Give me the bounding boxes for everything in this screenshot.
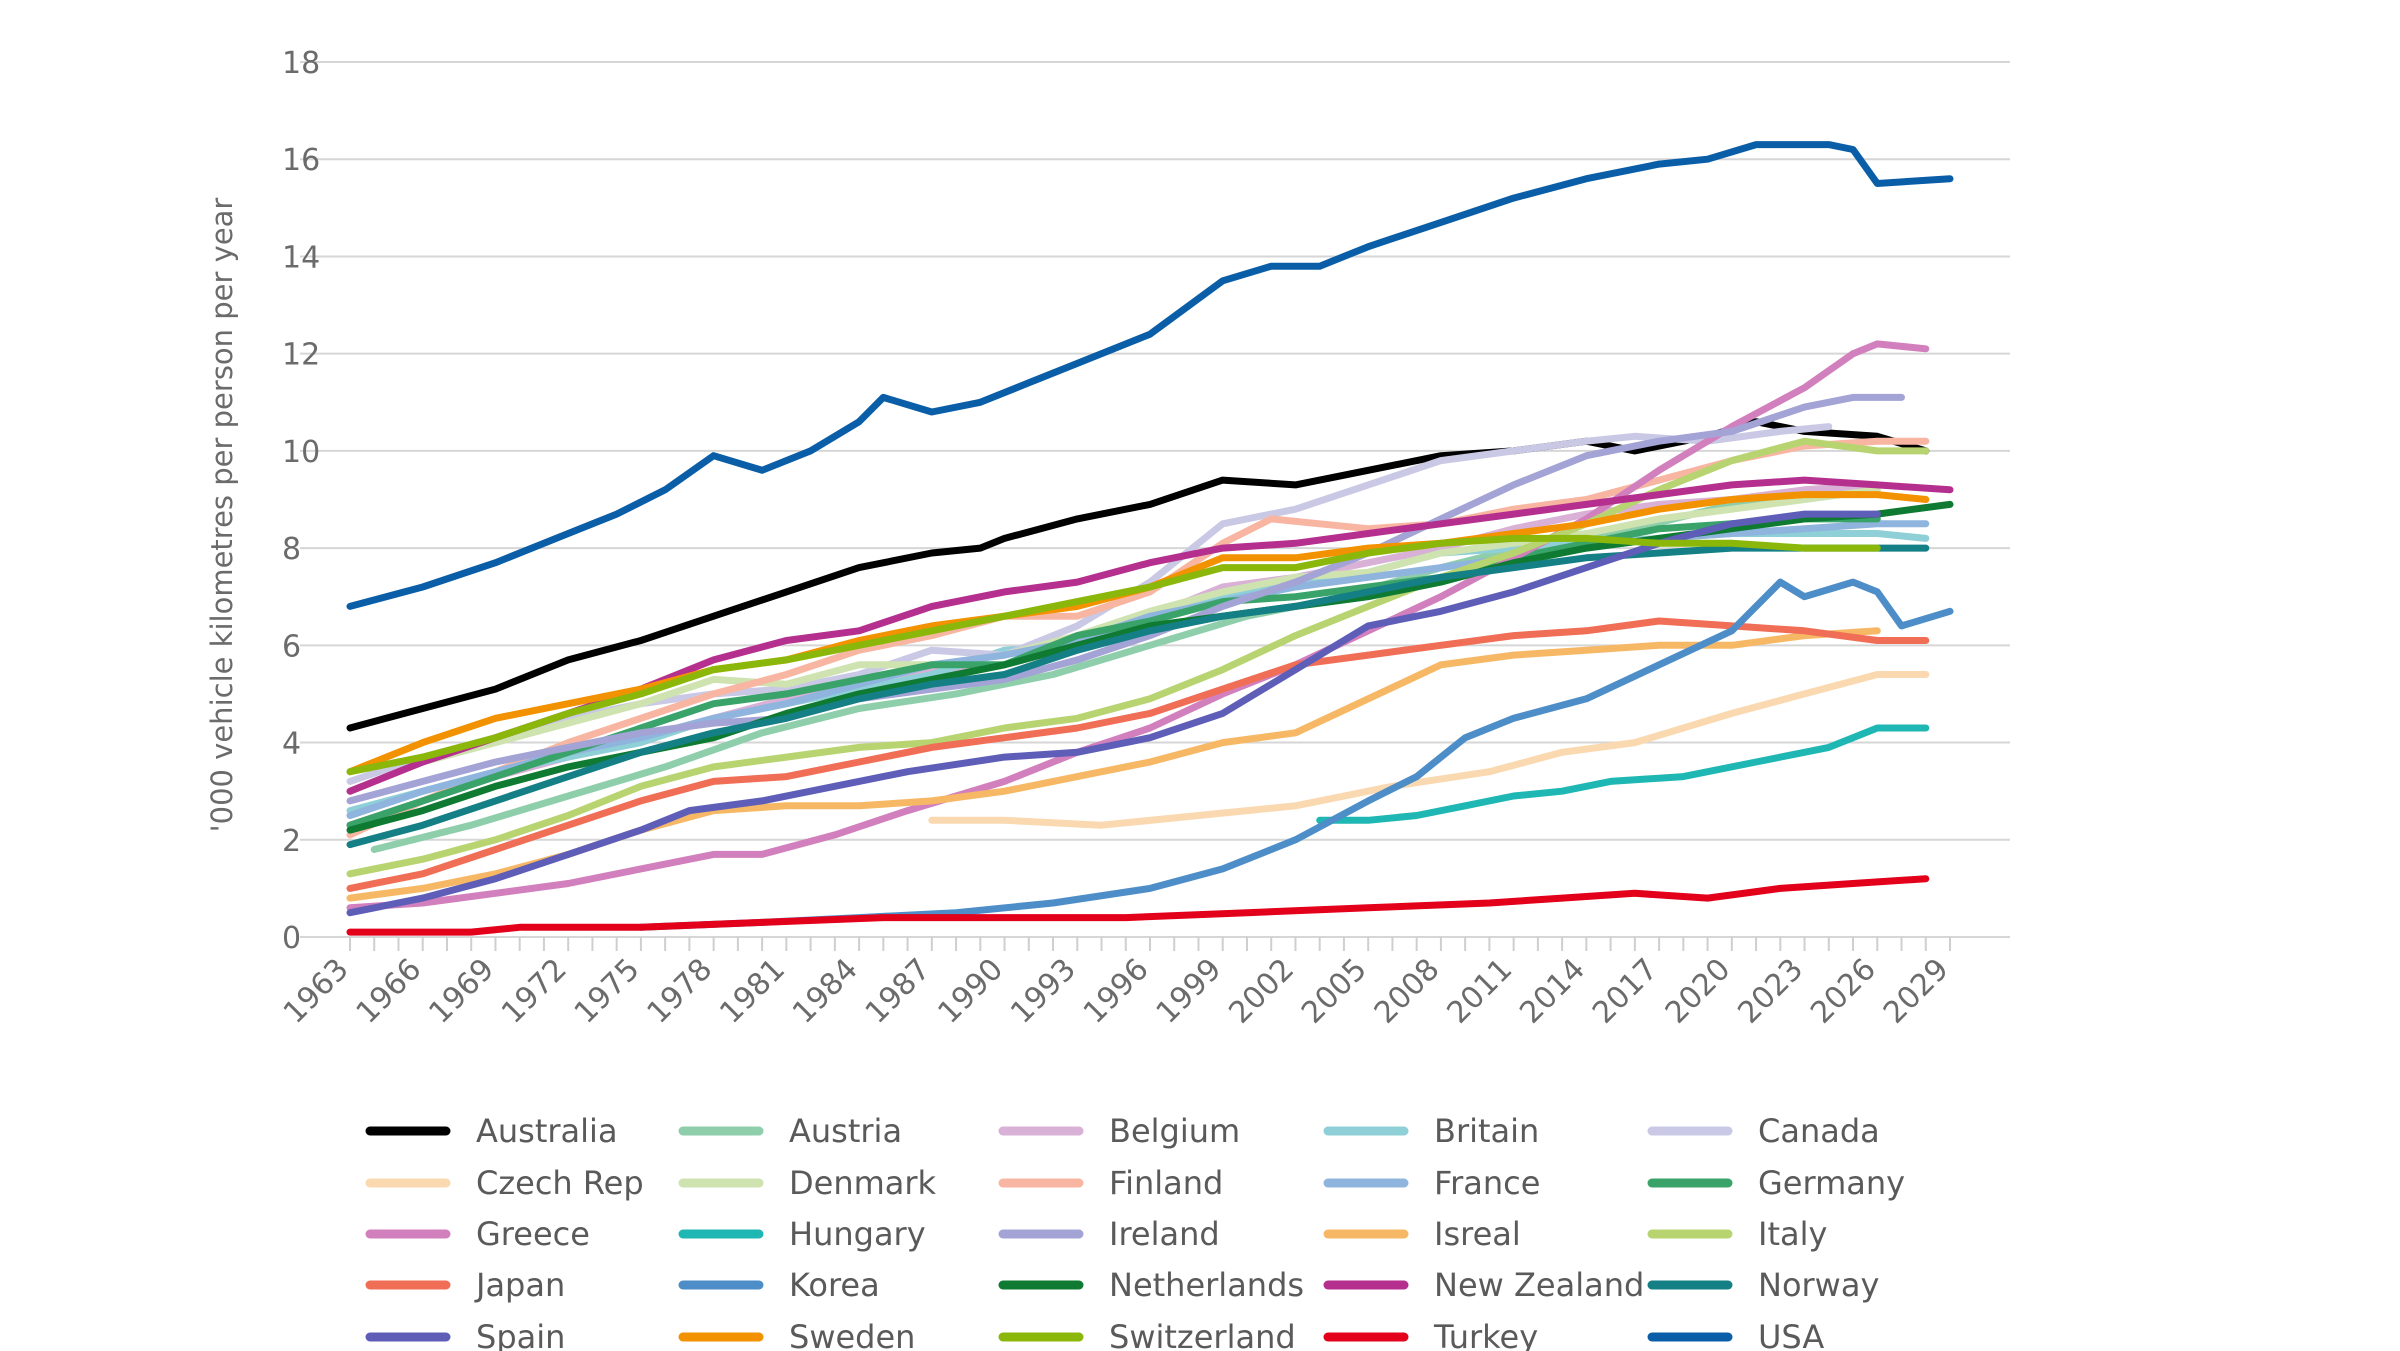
series-line-turkey — [346, 875, 1930, 936]
x-tick-label: 1990 — [931, 952, 1010, 1031]
legend-label: Hungary — [789, 1215, 926, 1253]
x-tick-label: 1972 — [495, 952, 574, 1031]
x-tick-label: 1984 — [786, 952, 865, 1031]
legend-label: Ireland — [1109, 1215, 1220, 1253]
legend-label: Greece — [476, 1215, 590, 1253]
x-tick-label: 1993 — [1004, 952, 1083, 1031]
x-tick-label: 2017 — [1586, 952, 1665, 1031]
legend-label: New Zealand — [1434, 1266, 1644, 1304]
x-tick-label: 2014 — [1513, 952, 1592, 1031]
x-tick-label: 2011 — [1441, 952, 1520, 1031]
x-tick-label: 1975 — [568, 952, 647, 1031]
legend-label: Germany — [1758, 1164, 1905, 1202]
x-tick-label: 1963 — [277, 952, 356, 1031]
x-tick-label: 1996 — [1077, 952, 1156, 1031]
legend-label: Korea — [789, 1266, 880, 1304]
x-tick-label: 2020 — [1659, 952, 1738, 1031]
y-tick-label: 4 — [282, 727, 301, 762]
series-line-netherlands — [346, 500, 1954, 834]
series-line-finland — [346, 437, 1930, 839]
y-tick-label: 14 — [282, 240, 320, 275]
legend-label: Czech Rep — [476, 1164, 644, 1202]
x-tick-label: 1978 — [641, 952, 720, 1031]
legend-label: Britain — [1434, 1112, 1539, 1150]
legend-label: Netherlands — [1109, 1266, 1304, 1304]
series-line-ireland — [346, 393, 1905, 805]
legend-label: Switzerland — [1109, 1318, 1296, 1351]
x-tick-label: 1981 — [713, 952, 792, 1031]
x-tick-label: 2008 — [1368, 952, 1447, 1031]
x-tick-label: 1987 — [859, 952, 938, 1031]
legend-label: Belgium — [1109, 1112, 1240, 1150]
y-tick-label: 18 — [282, 46, 320, 81]
x-tick-label: 1999 — [1150, 952, 1229, 1031]
y-tick-label: 8 — [282, 532, 301, 567]
y-tick-label: 16 — [282, 143, 320, 178]
x-tick-label: 2029 — [1877, 952, 1956, 1031]
x-tick-label: 1969 — [422, 952, 501, 1031]
y-tick-label: 10 — [282, 435, 320, 470]
series-line-greece — [346, 340, 1930, 912]
y-tick-label: 2 — [282, 824, 301, 859]
series-line-czech-rep — [928, 671, 1930, 829]
x-tick-label: 2023 — [1731, 952, 1810, 1031]
legend-label: USA — [1758, 1318, 1824, 1351]
x-axis-ticks: 1963196619691972197519781981198419871990… — [277, 952, 1956, 1031]
y-axis-label: '000 vehicle kilometres per person per y… — [205, 198, 239, 833]
series-line-japan — [346, 617, 1930, 892]
legend: Australia Austria Belgium Britain Canada Czec… — [365, 1112, 1905, 1351]
series-line-usa — [346, 141, 1954, 610]
x-tick-label: 1966 — [350, 952, 429, 1031]
legend-label: Italy — [1758, 1215, 1827, 1253]
legend-label: Norway — [1758, 1266, 1879, 1304]
y-axis-ticks: 0 2 4 6 8 10 12 14 16 18 — [282, 46, 320, 956]
legend-label: Spain — [476, 1318, 565, 1351]
legend-label: Japan — [474, 1266, 565, 1304]
x-tick-label: 2026 — [1804, 952, 1883, 1031]
legend-label: Finland — [1109, 1164, 1223, 1202]
series-line-australia — [346, 418, 1930, 732]
legend-label: Denmark — [789, 1164, 937, 1202]
series-line-italy — [346, 437, 1930, 878]
x-tick-label: 2002 — [1222, 952, 1301, 1031]
legend-label: Isreal — [1434, 1215, 1521, 1253]
series-line-switzerland — [346, 534, 1881, 776]
y-tick-label: 0 — [282, 921, 301, 956]
series-line-norway — [346, 544, 1930, 849]
legend-label: Austria — [789, 1112, 902, 1150]
legend-label: Turkey — [1433, 1318, 1538, 1351]
y-tick-label: 6 — [282, 629, 301, 664]
series-line-denmark — [346, 486, 1881, 795]
series-lines — [346, 141, 1954, 936]
legend-label: Canada — [1758, 1112, 1880, 1150]
series-line-korea — [637, 578, 1954, 931]
y-tick-label: 12 — [282, 338, 320, 373]
x-tick-label: 2005 — [1295, 952, 1374, 1031]
series-line-spain — [346, 510, 1881, 917]
legend-label: Australia — [476, 1112, 618, 1150]
series-line-hungary — [1316, 724, 1930, 824]
legend-label: Sweden — [789, 1318, 915, 1351]
x-axis — [349, 937, 1951, 951]
legend-label: France — [1434, 1164, 1540, 1202]
